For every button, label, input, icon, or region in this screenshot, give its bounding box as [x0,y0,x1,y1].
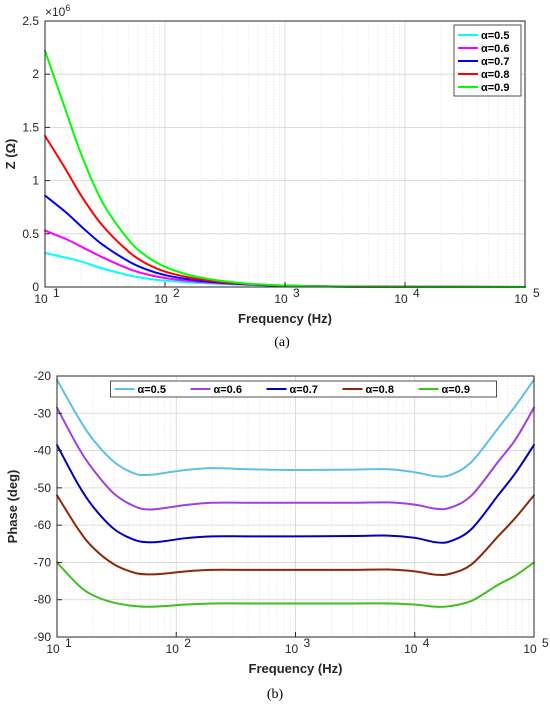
impedance-tick-labels: 10 1 10 2 10 3 10 4 10 5 0 0.5 1 1.5 2 2.5 [22,14,540,306]
x-tick-label: 10 [274,292,288,306]
y-tick-label: -20 [34,369,52,383]
y-tick-label: 2.5 [22,14,39,28]
legend-label-alpha-0-5: α=0.5 [481,30,509,42]
x-tick-label: 10 [394,292,408,306]
impedance-y-exponent: ×106 [45,3,70,19]
x-tick-exponent: 4 [423,636,430,650]
legend-label-alpha-0-6: α=0.6 [481,43,509,55]
x-tick-label: 10 [523,642,537,656]
y-tick-label: 1.5 [22,120,39,134]
x-tick-label: 10 [154,292,168,306]
caption-a: (a) [274,335,290,350]
phase-series-lines [56,378,535,608]
x-tick-label: 10 [404,642,418,656]
x-tick-label: 10 [34,292,48,306]
legend-label-alpha-0-9: α=0.9 [442,384,470,396]
impedance-y-axis-label: Z (Ω) [3,139,18,170]
impedance-legend: α=0.5α=0.6α=0.7α=0.8α=0.9 [453,24,522,97]
x-tick-exponent: 4 [413,286,420,300]
legend-label-alpha-0-9: α=0.9 [481,82,509,94]
series-line-alpha-0-9 [56,561,535,608]
x-tick-exponent: 2 [173,286,180,300]
y-tick-label: -50 [34,481,52,495]
series-line-alpha-0-6 [56,406,535,511]
legend-label-alpha-0-8: α=0.8 [366,384,394,396]
phase-chart: 10 1 10 2 10 3 10 4 10 5-90-80-70-60-50-40-30-20 … [5,369,549,676]
x-tick-exponent: 1 [65,636,72,650]
y-tick-label: -80 [34,593,52,607]
phase-y-axis-label: Phase (deg) [5,470,20,544]
legend-label-alpha-0-7: α=0.7 [481,56,509,68]
series-line-alpha-0-8 [56,494,535,577]
series-line-alpha-0-5 [56,378,535,478]
x-tick-exponent: 2 [184,636,191,650]
series-line-alpha-0-7 [56,443,535,544]
x-tick-exponent: 1 [53,286,60,300]
caption-b: (b) [267,687,284,702]
legend-label-alpha-0-6: α=0.6 [214,384,242,396]
phase-legend: α=0.5 α=0.6 α=0.7 α=0.8 α=0.9 [110,380,497,398]
y-tick-label: -30 [34,406,52,420]
y-tick-label: -90 [34,630,52,644]
impedance-chart: 10 1 10 2 10 3 10 4 10 5 0 0.5 1 1.5 2 2.5 ×106 Z (Ω) F… [3,3,540,326]
y-tick-label: -40 [34,444,52,458]
y-tick-label: -70 [34,555,52,569]
x-tick-label: 10 [46,642,60,656]
phase-x-axis-label: Frequency (Hz) [249,661,343,676]
legend-label-alpha-0-7: α=0.7 [290,384,318,396]
x-tick-label: 10 [514,292,528,306]
x-tick-label: 10 [285,642,299,656]
x-tick-exponent: 5 [533,286,540,300]
y-tick-label: 1 [32,174,39,188]
x-tick-exponent: 5 [542,636,549,650]
phase-tick-labels: 10 1 10 2 10 3 10 4 10 5 -90 -80 -70 -60 -50 -40 -30 -20 [34,369,549,656]
impedance-x-axis-label: Frequency (Hz) [238,311,332,326]
y-tick-label: -60 [34,518,52,532]
x-tick-exponent: 3 [293,286,300,300]
y-tick-label: 2 [32,67,39,81]
legend-label-alpha-0-8: α=0.8 [481,69,509,81]
x-tick-label: 10 [166,642,180,656]
y-tick-label: 0.5 [22,227,39,241]
x-tick-exponent: 3 [304,636,311,650]
legend-label-alpha-0-5: α=0.5 [138,384,166,396]
legend-box [110,380,497,398]
y-tick-label: 0 [32,280,39,294]
